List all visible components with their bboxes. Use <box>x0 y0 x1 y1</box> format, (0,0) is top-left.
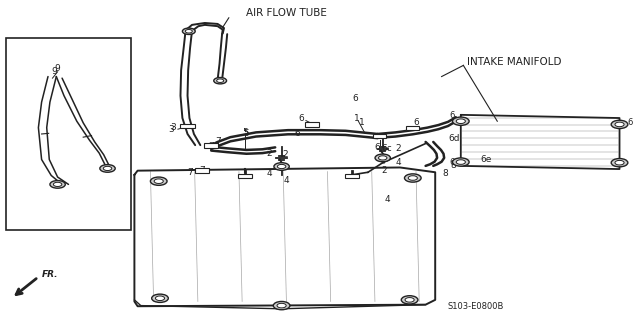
Circle shape <box>50 181 65 188</box>
Text: 2: 2 <box>381 166 387 175</box>
Circle shape <box>53 182 62 187</box>
Bar <box>204 143 218 147</box>
Circle shape <box>156 296 164 300</box>
Bar <box>406 126 419 130</box>
Text: 7: 7 <box>188 168 193 177</box>
Circle shape <box>186 30 192 33</box>
Bar <box>195 168 209 173</box>
Text: 1: 1 <box>355 114 360 123</box>
Circle shape <box>408 176 417 180</box>
Text: 6: 6 <box>449 158 454 167</box>
Circle shape <box>452 158 469 166</box>
Circle shape <box>378 156 387 160</box>
Circle shape <box>277 303 286 308</box>
Circle shape <box>615 122 624 127</box>
Circle shape <box>273 301 290 310</box>
Text: 8: 8 <box>442 169 447 178</box>
Text: S103-E0800B: S103-E0800B <box>448 302 504 311</box>
Circle shape <box>214 78 227 84</box>
Circle shape <box>274 163 289 170</box>
Text: 1: 1 <box>359 118 364 127</box>
Text: 7: 7 <box>209 142 214 151</box>
Circle shape <box>615 160 624 165</box>
Text: 4: 4 <box>284 176 289 185</box>
Circle shape <box>405 298 414 302</box>
Circle shape <box>611 159 628 167</box>
Circle shape <box>401 296 418 304</box>
Text: 4: 4 <box>396 158 401 167</box>
Text: 9: 9 <box>52 67 57 76</box>
Bar <box>373 134 386 138</box>
Text: 8: 8 <box>450 161 456 170</box>
Bar <box>6 38 131 230</box>
Text: 6: 6 <box>449 111 454 120</box>
Circle shape <box>375 154 390 162</box>
Text: 9: 9 <box>55 64 60 73</box>
Circle shape <box>216 79 224 83</box>
Circle shape <box>152 294 168 302</box>
Bar <box>305 122 319 127</box>
Text: 7: 7 <box>199 166 204 175</box>
Text: 6: 6 <box>298 114 303 122</box>
Circle shape <box>456 160 465 164</box>
Text: 4: 4 <box>266 169 272 178</box>
Text: 6d: 6d <box>449 134 460 143</box>
Text: 4: 4 <box>385 195 390 204</box>
Circle shape <box>150 177 167 185</box>
Text: INTAKE MANIFOLD: INTAKE MANIFOLD <box>467 56 562 67</box>
Text: 6: 6 <box>295 130 300 138</box>
Circle shape <box>100 165 115 172</box>
Circle shape <box>456 119 465 123</box>
Circle shape <box>404 174 421 182</box>
Text: 6: 6 <box>627 118 632 127</box>
Text: FR.: FR. <box>42 271 58 279</box>
Circle shape <box>182 28 195 34</box>
Circle shape <box>103 166 112 171</box>
Circle shape <box>452 117 469 125</box>
Text: 6c: 6c <box>382 144 392 153</box>
Text: 6e: 6e <box>481 155 492 164</box>
Text: 2: 2 <box>266 149 272 158</box>
Bar <box>345 174 359 179</box>
Bar <box>238 174 252 179</box>
Circle shape <box>277 164 286 169</box>
Text: 2: 2 <box>396 145 401 153</box>
Text: 3: 3 <box>169 125 174 134</box>
Text: 7: 7 <box>216 137 221 146</box>
Text: 6: 6 <box>353 94 358 103</box>
Bar <box>180 124 195 129</box>
Circle shape <box>611 120 628 129</box>
Text: 6: 6 <box>375 143 380 152</box>
Circle shape <box>154 179 163 183</box>
Text: 5: 5 <box>243 128 248 137</box>
Text: 3: 3 <box>170 123 175 132</box>
Text: 5: 5 <box>244 130 249 138</box>
Text: 6: 6 <box>413 118 419 127</box>
Text: 2: 2 <box>282 150 287 159</box>
Text: AIR FLOW TUBE: AIR FLOW TUBE <box>246 8 327 18</box>
